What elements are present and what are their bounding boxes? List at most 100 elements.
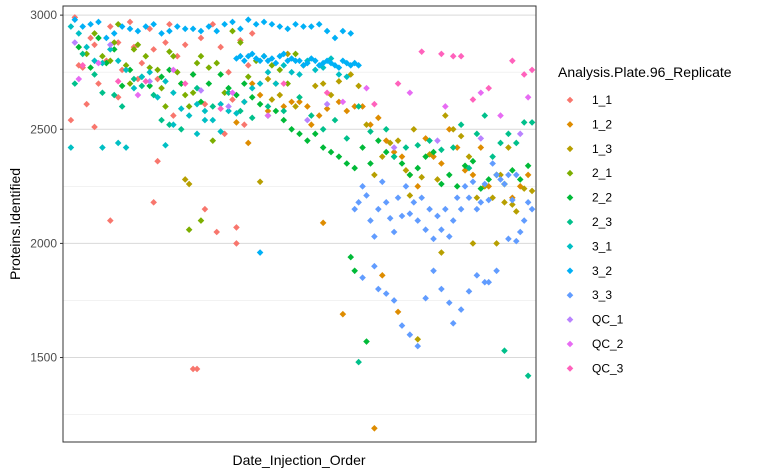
data-point-3-1 [114, 57, 122, 65]
data-point-2-1 [170, 52, 177, 60]
data-point-2-1 [209, 137, 217, 144]
data-point-1-1 [91, 41, 98, 49]
data-point-2-1 [197, 217, 205, 224]
data-point-1-3 [505, 144, 512, 151]
data-point-2-2 [327, 148, 335, 156]
data-point-1-2 [469, 171, 477, 179]
data-point-3-3 [445, 299, 453, 307]
data-point-1-3 [402, 167, 410, 174]
data-point-3-3 [410, 199, 418, 206]
data-point-qc-3 [142, 78, 150, 85]
data-point-1-3 [414, 335, 422, 343]
data-point-3-1 [201, 107, 209, 115]
data-point-1-3 [292, 103, 299, 110]
data-point-3-3 [493, 267, 500, 275]
data-point-3-1 [170, 89, 177, 97]
data-point-2-2 [347, 253, 355, 261]
data-point-1-2 [339, 310, 347, 318]
data-point-2-1 [237, 39, 244, 46]
data-point-1-3 [311, 82, 319, 90]
data-point-1-3 [335, 78, 343, 85]
data-point-1-3 [512, 208, 520, 215]
data-point-1-1 [83, 100, 90, 108]
data-point-qc-2 [442, 103, 449, 110]
data-point-3-2 [252, 55, 260, 62]
data-point-2-2 [477, 185, 485, 192]
data-point-3-2 [241, 57, 248, 65]
data-point-2-2 [343, 160, 351, 167]
data-point-3-3 [505, 235, 512, 243]
data-point-3-3 [375, 285, 382, 293]
legend-label-2-2: 2_2 [592, 191, 612, 205]
data-point-2-2 [351, 164, 358, 172]
data-point-3-2 [304, 59, 311, 67]
data-point-3-1 [193, 130, 201, 138]
data-point-1-3 [406, 192, 414, 199]
legend-label-3-3: 3_3 [592, 288, 612, 302]
data-point-3-3 [386, 214, 394, 222]
y-axis: 1500 2000 2500 3000 [30, 8, 63, 365]
data-point-2-2 [205, 80, 213, 87]
data-point-qc-2 [134, 91, 142, 99]
data-point-3-2 [268, 20, 276, 28]
data-point-3-1 [130, 84, 138, 92]
data-point-2-2 [414, 164, 422, 172]
data-point-1-3 [268, 96, 276, 103]
data-point-qc-3 [323, 89, 331, 97]
legend-key-1-2 [566, 121, 574, 128]
data-point-2-2 [367, 160, 374, 167]
data-point-3-3 [512, 237, 520, 245]
data-point-2-2 [241, 80, 248, 87]
data-point-1-2 [422, 135, 429, 142]
legend-label-2-1: 2_1 [592, 166, 612, 180]
data-point-2-2 [516, 176, 524, 183]
data-point-3-2 [260, 52, 268, 60]
data-point-3-2 [268, 55, 276, 62]
data-point-1-2 [477, 144, 485, 151]
data-point-qc-2 [339, 98, 347, 106]
data-point-qc-3 [528, 66, 536, 74]
data-point-3-3 [359, 274, 366, 281]
data-point-1-3 [371, 171, 378, 179]
data-point-1-2 [398, 153, 406, 160]
data-point-1-1 [217, 43, 224, 51]
data-point-3-2 [71, 16, 79, 23]
data-point-3-2 [284, 25, 291, 33]
data-point-qc-2 [363, 84, 370, 92]
data-point-2-2 [280, 116, 288, 124]
data-point-qc-3 [79, 62, 87, 69]
data-point-3-3 [359, 183, 366, 190]
legend-label-3-1: 3_1 [592, 239, 612, 253]
data-point-1-1 [150, 199, 157, 206]
data-point-2-3 [99, 89, 106, 97]
data-point-3-2 [355, 62, 362, 69]
data-point-2-2 [126, 66, 134, 74]
data-point-3-3 [414, 217, 422, 224]
data-point-1-1 [114, 39, 122, 46]
data-point-3-2 [315, 20, 323, 28]
data-point-qc-3 [520, 71, 528, 78]
data-point-2-2 [95, 34, 102, 42]
data-point-2-1 [162, 103, 169, 110]
data-point-2-3 [512, 139, 520, 147]
data-point-2-1 [276, 66, 284, 74]
data-point-2-3 [457, 121, 465, 129]
data-point-2-2 [272, 107, 280, 115]
data-point-1-1 [193, 365, 201, 373]
data-point-1-3 [438, 249, 445, 256]
data-point-3-2 [229, 18, 236, 26]
data-point-qc-3 [280, 80, 288, 87]
plot-panel [62, 5, 537, 443]
data-point-1-1 [67, 116, 75, 124]
data-point-1-1 [162, 39, 169, 46]
data-point-2-3 [414, 141, 422, 149]
data-point-2-1 [213, 59, 221, 67]
data-point-1-3 [256, 178, 264, 186]
data-point-3-1 [67, 144, 75, 151]
data-point-2-3 [296, 94, 303, 101]
data-point-1-1 [197, 34, 205, 42]
data-point-3-1 [209, 116, 217, 124]
data-point-2-3 [355, 358, 362, 366]
data-point-2-3 [449, 144, 457, 151]
data-point-3-3 [485, 196, 492, 204]
